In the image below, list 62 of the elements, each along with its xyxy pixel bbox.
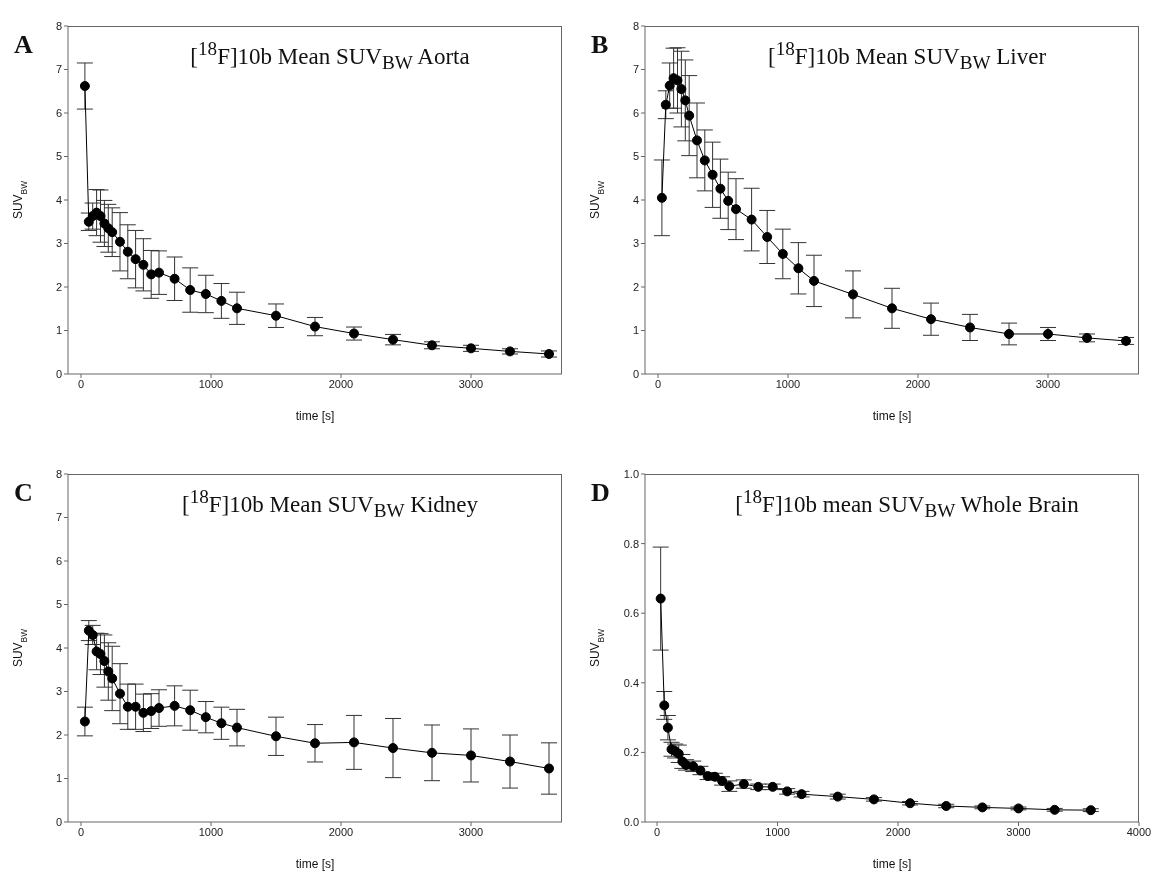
y-tick-label: 8 xyxy=(632,19,639,32)
text: [$^{18}$F]10b Mean SUV$_{BW}$ Aorta xyxy=(189,38,471,75)
y-tick-label: 8 xyxy=(55,19,62,32)
text: [$^{18}$F]10b mean SUV$_{BW}$ Whole Brain xyxy=(734,486,1080,523)
text: A xyxy=(14,30,33,60)
text: [$^{18}$F]10b Mean SUV$_{BW}$ Kidney xyxy=(181,486,479,523)
y-tick-label: 2 xyxy=(55,280,62,293)
y-tick-label: 3 xyxy=(632,237,639,250)
y-tick-label: 2 xyxy=(632,280,639,293)
y-tick-label: 5 xyxy=(55,150,62,163)
x-axis-title: time [s] xyxy=(295,409,335,423)
text: B xyxy=(591,30,609,60)
x-tick-label: 1000 xyxy=(765,825,790,838)
y-tick-label: 3 xyxy=(55,685,62,698)
y-tick-label: 7 xyxy=(55,63,62,76)
x-tick-label: 3000 xyxy=(1006,825,1031,838)
y-tick-label: 8 xyxy=(55,467,62,480)
y-tick-label: 5 xyxy=(632,150,639,163)
x-axis-title: time [s] xyxy=(295,857,335,871)
x-tick-label: 4000 xyxy=(1126,825,1152,838)
x-tick-label: 0 xyxy=(77,825,85,838)
x-tick-label: 3000 xyxy=(458,377,484,390)
y-tick-label: 0 xyxy=(632,367,639,380)
x-axis-title: time [s] xyxy=(872,857,912,871)
x-tick-label: 1000 xyxy=(775,377,801,390)
y-tick-label: 0 xyxy=(55,367,62,380)
y-tick-label: 0.6 xyxy=(623,607,639,620)
y-tick-label: 0 xyxy=(55,815,62,828)
text: [$^{18}$F]10b Mean SUV$_{BW}$ Liver xyxy=(766,38,1048,75)
y-tick-label: 2 xyxy=(55,728,62,741)
y-tick-label: 1 xyxy=(55,772,62,785)
y-tick-label: 7 xyxy=(632,63,639,76)
x-tick-label: 3000 xyxy=(458,825,484,838)
y-tick-label: 4 xyxy=(55,641,62,654)
y-tick-label: 6 xyxy=(55,554,62,567)
y-tick-label: 1.0 xyxy=(623,467,639,480)
y-tick-label: 5 xyxy=(55,598,62,611)
x-tick-label: 2000 xyxy=(328,825,354,838)
y-tick-label: 6 xyxy=(632,106,639,119)
y-tick-label: 4 xyxy=(55,193,62,206)
y-tick-label: 6 xyxy=(55,106,62,119)
x-tick-label: 0 xyxy=(653,825,661,838)
x-tick-label: 2000 xyxy=(885,825,911,838)
y-tick-label: 3 xyxy=(55,237,62,250)
y-tick-label: 0.0 xyxy=(623,815,639,828)
y-tick-label: 7 xyxy=(55,511,62,524)
text: C xyxy=(14,478,33,508)
x-tick-label: 2000 xyxy=(328,377,354,390)
x-tick-label: 0 xyxy=(77,377,85,390)
x-tick-label: 2000 xyxy=(905,377,931,390)
x-tick-label: 3000 xyxy=(1035,377,1061,390)
y-tick-label: 1 xyxy=(632,324,639,337)
x-tick-label: 1000 xyxy=(198,825,224,838)
y-tick-label: 4 xyxy=(632,193,639,206)
x-tick-label: 0 xyxy=(654,377,662,390)
x-tick-label: 1000 xyxy=(198,377,224,390)
y-tick-label: 0.2 xyxy=(623,746,639,759)
text: D xyxy=(591,478,610,508)
y-tick-label: 0.8 xyxy=(623,537,639,550)
y-tick-label: 1 xyxy=(55,324,62,337)
x-axis-title: time [s] xyxy=(872,409,912,423)
y-tick-label: 0.4 xyxy=(623,676,639,689)
